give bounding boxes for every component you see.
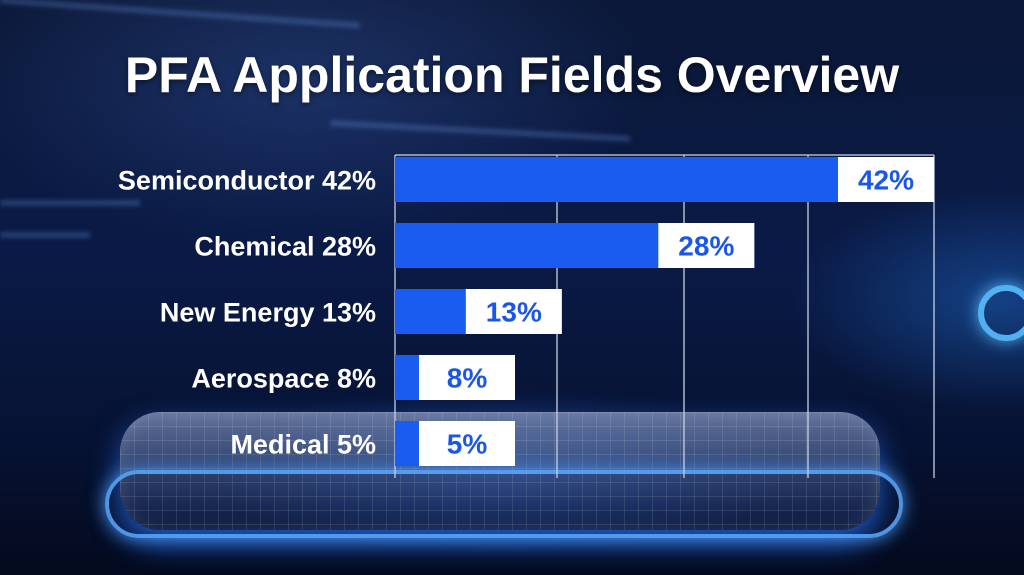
bars bbox=[395, 157, 934, 466]
value-label: 42% bbox=[858, 165, 914, 196]
category-label: Semiconductor 42% bbox=[118, 166, 376, 196]
category-labels: Semiconductor 42% Chemical 28% New Energy … bbox=[118, 166, 376, 460]
category-label: Chemical 28% bbox=[194, 232, 376, 262]
ceiling-light-beam bbox=[0, 232, 90, 238]
category-label: New Energy 13% bbox=[160, 298, 376, 328]
value-label: 8% bbox=[447, 363, 488, 394]
value-label: 5% bbox=[447, 429, 488, 460]
page-title: PFA Application Fields Overview bbox=[124, 47, 900, 103]
category-label: Medical 5% bbox=[230, 430, 376, 460]
value-box bbox=[419, 421, 515, 466]
value-box bbox=[465, 289, 562, 334]
glowing-ring-icon bbox=[978, 285, 1024, 341]
value-labels: 42% 28% 13% 8% 5% bbox=[447, 165, 914, 460]
value-label: 13% bbox=[486, 297, 542, 328]
value-box bbox=[419, 355, 515, 400]
value-box bbox=[658, 223, 755, 268]
ceiling-light-beam bbox=[0, 200, 140, 206]
value-box bbox=[838, 157, 934, 202]
category-label: Aerospace 8% bbox=[191, 364, 376, 394]
platform-glow-ring bbox=[105, 470, 903, 538]
value-label: 28% bbox=[678, 231, 734, 262]
